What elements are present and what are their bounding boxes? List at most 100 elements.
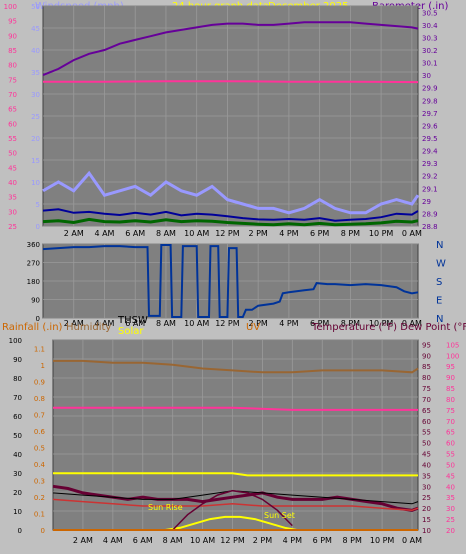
barometer-tick-label: 29.6 [422,122,438,130]
x-tick-label: 2 AM [73,536,93,545]
barometer-tick-label: 29.1 [422,185,438,193]
outer-left-tick-label: 55 [8,135,17,143]
barometer-tick-label: 29.3 [422,160,438,168]
direction-tick-label: 270 [27,260,40,268]
humidity-tick-label: 80 [13,375,22,383]
temperature-tick-label: 50 [422,440,431,448]
direction-tick-label: 90 [31,297,40,305]
barometer-tick-label: 28.9 [422,210,438,218]
wind-average-line [42,208,419,222]
windspeed-tick-label: 45 [31,25,40,33]
windspeed-tick-label: 0 [36,223,40,231]
temperature-tick-label: 85 [422,363,431,371]
windspeed-tick-label: 20 [31,135,40,143]
wind-green-line [42,217,419,227]
yellow-reference-line [53,472,418,477]
outer-left-tick-label: 35 [8,194,17,202]
temperature-tick-label: 30 [422,483,431,491]
outer-left-tick-label: 80 [8,62,17,70]
outer-left-tick-label: 95 [8,18,17,26]
humidity-tick-label: 90 [13,356,22,364]
temperature-tick-label: 70 [422,396,431,404]
x-tick-label: 0 AM [402,229,422,238]
x-tick-label: 4 AM [103,536,123,545]
x-tick-label: 8 PM [341,319,360,328]
compass-label: W [436,259,446,270]
outer-right-tick-label: 90 [446,374,455,382]
x-tick-label: 8 PM [341,229,360,238]
outer-right-tick-label: 100 [446,352,459,360]
windspeed-tick-label: 40 [31,47,40,55]
x-tick-label: 10 PM [370,536,395,545]
outer-right-tick-label: 35 [446,494,455,502]
temperature-tick-label: 35 [422,472,431,480]
outer-right-tick-label: 30 [446,505,455,513]
outer-right-tick-label: 105 [446,341,459,349]
barometer-tick-label: 28.8 [422,223,438,231]
x-tick-label: 8 AM [163,536,183,545]
outer-left-tick-label: 45 [8,164,17,172]
barometer-tick-label: 30.2 [422,47,438,55]
windspeed-line [42,170,420,215]
outer-right-tick-label: 70 [446,418,455,426]
barometer-tick-label: 29.7 [422,110,438,118]
barometer-tick-label: 29.4 [422,148,438,156]
direction-tick-label: 360 [27,241,40,249]
x-tick-label: 12 PM [215,229,240,238]
rainfall-axis-label: Rainfall (.in) [2,322,63,333]
outer-left-tick-label: 50 [8,150,17,158]
series-layer [42,21,420,531]
temperature-tick-label: 65 [422,407,431,415]
x-tick-label: 0 AM [402,319,422,328]
x-tick-label: 10 PM [369,319,394,328]
x-tick-label: 10 AM [184,319,209,328]
temperature-tick-label: 90 [422,352,431,360]
rainfall-tick-label: 0 [41,527,45,535]
temperature-axis-label: Temperature (°F) Dew Point (°F) [311,322,466,333]
pink-reference-line [53,406,418,411]
rainfall-tick-label: 0.4 [34,461,46,469]
uv-axis-label: UV [246,322,260,333]
solar-axis-label: Solar [118,326,144,337]
rainfall-tick-label: 0.5 [34,444,45,452]
barometer-tick-label: 30 [422,72,431,80]
temperature-tick-label: 45 [422,451,431,459]
barometer-tick-label: 30.4 [422,22,438,30]
compass-label: N [436,240,443,251]
x-tick-label: 4 PM [283,536,302,545]
windspeed-tick-label: 35 [31,69,40,77]
barometer-tick-label: 30.3 [422,34,438,42]
humidity-tick-label: 30 [13,470,22,478]
direction-tick-label: 0 [36,315,40,323]
windspeed-tick-label: 25 [31,113,40,121]
outer-right-tick-label: 20 [446,527,455,535]
x-tick-label: 6 PM [310,229,329,238]
x-tick-label: 2 PM [253,536,272,545]
x-tick-label: 4 AM [94,319,114,328]
tick-layer: 2 AM 4 AM 6 AM 8 AM 10 AM 12 PM 2 PM 4 PM 6 PM 8 … [4,3,460,545]
x-tick-label: 4 AM [94,229,114,238]
x-tick-label: 4 PM [279,319,298,328]
rainfall-tick-label: 0.8 [34,395,45,403]
x-tick-label: 6 PM [313,536,332,545]
x-tick-label: 12 PM [215,319,240,328]
x-tick-label: 8 AM [156,229,176,238]
direction-tick-label: 180 [27,278,40,286]
rainfall-tick-label: 0.6 [34,428,46,436]
humidity-tick-label: 20 [13,489,22,497]
rainfall-tick-label: 0.7 [34,411,45,419]
compass-label: E [436,296,442,307]
x-tick-label: 4 PM [279,229,298,238]
temperature-tick-label: 75 [422,385,431,393]
windspeed-tick-label: 15 [31,157,40,165]
outer-left-tick-label: 70 [8,91,17,99]
outer-left-tick-label: 75 [8,76,17,84]
x-tick-label: 12 PM [220,536,245,545]
barometer-tick-label: 29 [422,198,431,206]
humidity-tick-label: 40 [13,451,22,459]
compass-label: N [436,314,443,325]
temperature-tick-label: 60 [422,418,431,426]
barometer-tick-label: 29.9 [422,85,438,93]
outer-right-tick-label: 55 [446,451,455,459]
